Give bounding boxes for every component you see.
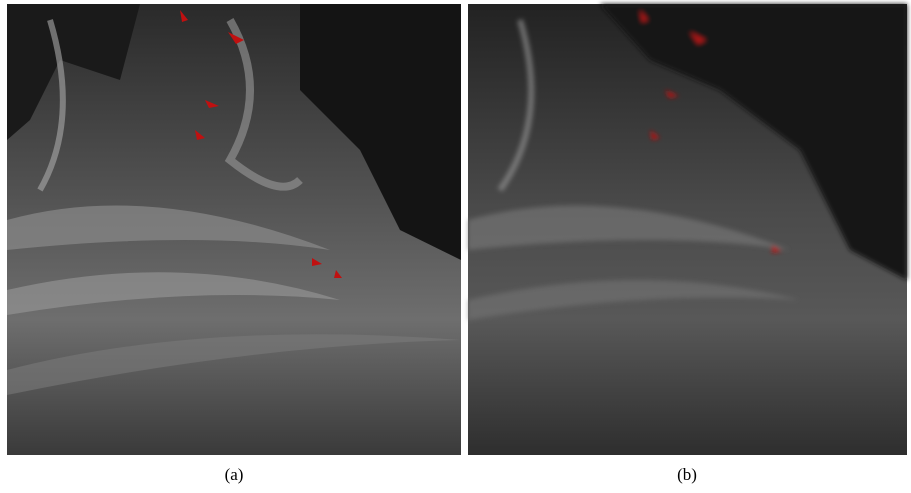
- caption: (b): [637, 465, 737, 485]
- caption: (a): [184, 465, 284, 485]
- panel-b-image: [468, 4, 907, 455]
- renders: [0, 0, 911, 460]
- page: {"panels": [{"caption": "(a)"}, {"captio…: [0, 0, 911, 493]
- figure: (a) (b) (() => { const data = JSON.parse…: [0, 0, 911, 493]
- panel-a-image: [7, 4, 461, 455]
